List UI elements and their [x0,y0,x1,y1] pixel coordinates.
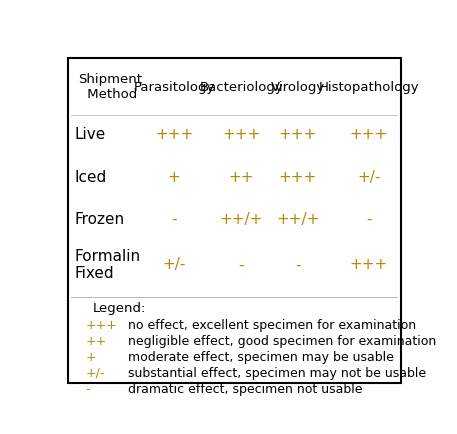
Text: +++: +++ [350,257,388,272]
Text: ++: ++ [85,334,106,347]
Text: Iced: Iced [75,170,107,185]
Text: Bacteriology: Bacteriology [199,81,283,94]
Text: -: - [295,257,301,272]
Text: Histopathology: Histopathology [319,81,419,94]
Text: Parasitology: Parasitology [133,81,215,94]
Text: Frozen: Frozen [75,212,125,227]
Text: -: - [85,382,90,395]
Text: +++: +++ [279,126,317,141]
Text: Legend:: Legend: [92,301,146,314]
Text: ++/+: ++/+ [220,212,263,227]
Text: +/-: +/- [357,170,381,185]
Text: moderate effect, specimen may be usable: moderate effect, specimen may be usable [128,350,394,363]
Text: +: + [168,170,181,185]
Text: +: + [85,350,96,363]
Text: dramatic effect, specimen not usable: dramatic effect, specimen not usable [128,382,362,395]
Text: Virology: Virology [271,81,325,94]
Text: ++: ++ [228,170,254,185]
Text: Live: Live [75,126,106,141]
Text: +++: +++ [279,170,317,185]
Text: no effect, excellent specimen for examination: no effect, excellent specimen for examin… [128,318,416,331]
Text: -: - [366,212,372,227]
Text: +/-: +/- [85,366,105,379]
Text: negligible effect, good specimen for examination: negligible effect, good specimen for exa… [128,334,436,347]
Text: +++: +++ [350,126,388,141]
Text: +++: +++ [155,126,193,141]
Text: ++/+: ++/+ [276,212,319,227]
FancyBboxPatch shape [68,59,401,383]
Text: +/-: +/- [162,257,186,272]
Text: substantial effect, specimen may not be usable: substantial effect, specimen may not be … [128,366,426,379]
Text: -: - [171,212,177,227]
Text: -: - [239,257,244,272]
Text: +++: +++ [85,318,117,331]
Text: Formalin
Fixed: Formalin Fixed [75,248,141,280]
Text: Shipment
 Method: Shipment Method [78,73,142,101]
Text: +++: +++ [222,126,260,141]
